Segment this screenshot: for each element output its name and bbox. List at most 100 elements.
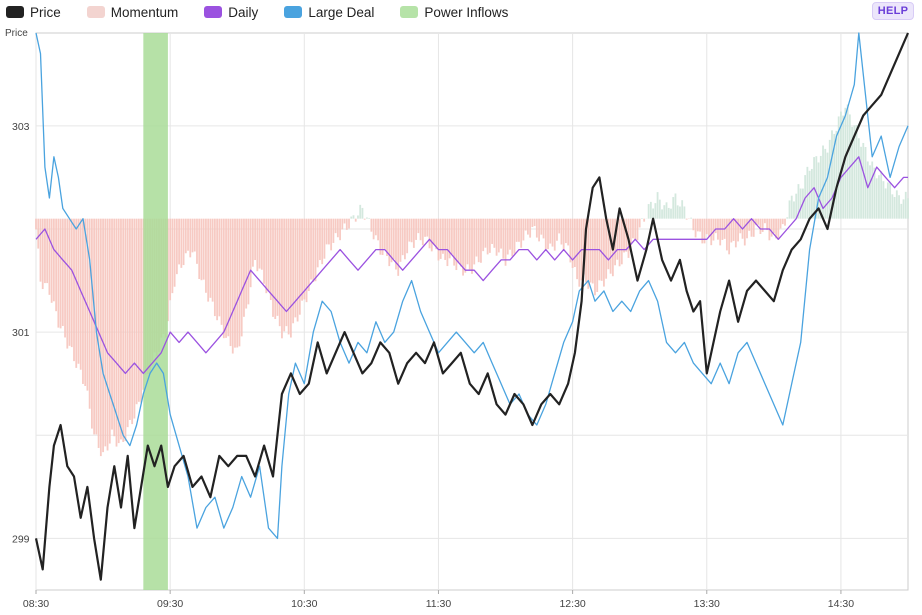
momentum-bar [278,218,281,327]
momentum-bar [855,124,858,219]
momentum-bar [383,218,386,249]
momentum-bar [444,218,447,260]
momentum-bar [263,218,265,284]
momentum-bar [777,218,780,240]
momentum-bar [379,218,382,255]
momentum-bar [569,218,572,263]
momentum-bar [410,218,413,243]
momentum-bar [757,218,760,225]
momentum-bar [748,218,751,231]
momentum-bar [788,200,791,219]
momentum-bar [73,218,75,362]
momentum-bar [589,218,592,283]
momentum-bar [111,218,113,430]
momentum-bar [683,206,686,219]
momentum-bar [314,218,317,282]
momentum-bar [819,155,822,219]
momentum-bar [667,207,670,219]
momentum-bar [319,218,321,261]
momentum-bar [182,218,185,266]
momentum-bar [594,218,596,296]
momentum-bar [573,218,576,268]
momentum-bar [846,104,849,219]
momentum-bar [178,218,180,265]
momentum-bar [851,126,854,219]
momentum-swatch [86,6,105,18]
momentum-bar [292,218,295,324]
momentum-bar [48,218,51,295]
momentum-bar [605,218,608,279]
momentum-bar [180,218,183,268]
momentum-bar [332,218,335,243]
momentum-bar [415,218,418,240]
momentum-bar [345,218,348,230]
momentum-bar [281,218,283,339]
momentum-bar [504,218,507,266]
momentum-bar [419,218,422,241]
help-button[interactable]: HELP [872,2,914,20]
momentum-bar [828,139,831,219]
momentum-bar [361,207,364,219]
momentum-bar [269,218,272,301]
momentum-bar [743,218,746,246]
momentum-bar [497,218,500,253]
momentum-bar [891,194,894,219]
momentum-bar [305,218,308,303]
momentum-bar [708,218,710,237]
momentum-bar [50,218,53,303]
momentum-bar [341,218,344,230]
momentum-bar [676,205,679,219]
momentum-bar [330,218,333,251]
momentum-bar [75,218,78,368]
legend-item-large-deal[interactable]: Large Deal [284,5,374,20]
momentum-bar [287,218,290,335]
momentum-bar [889,182,892,219]
momentum-bar [714,218,717,234]
momentum-bar [636,218,639,241]
momentum-bar [542,218,545,239]
momentum-bar [886,182,889,219]
momentum-bar [366,217,368,219]
momentum-bar [719,218,722,246]
momentum-bar [196,218,198,264]
momentum-bar [518,218,520,242]
legend-item-daily[interactable]: Daily [204,5,258,20]
momentum-bar [455,218,458,271]
momentum-bar [737,218,739,242]
momentum-bar [328,218,330,245]
momentum-bar [864,147,867,219]
momentum-bar [57,218,60,328]
momentum-bar [658,199,661,219]
momentum-bar [193,218,196,252]
momentum-bar [52,218,55,302]
momentum-bar [797,184,800,219]
legend-item-momentum[interactable]: Momentum [86,5,178,20]
momentum-bar [82,218,84,384]
momentum-bar [265,218,268,294]
momentum-bar [66,218,69,349]
power-inflows-band [143,33,168,590]
momentum-bar [656,192,659,219]
momentum-bar [247,218,250,305]
legend-item-power-inflows[interactable]: Power Inflows [400,5,508,20]
momentum-bar [468,218,471,270]
momentum-bar [609,218,612,274]
momentum-bar [171,218,174,294]
momentum-bar [350,216,353,219]
momentum-bar [491,218,494,244]
momentum-bar [205,218,207,293]
momentum-bar [102,218,104,453]
momentum-bar [316,218,319,268]
momentum-bar [873,167,876,219]
momentum-bar [249,218,252,288]
momentum-bar [529,218,532,238]
momentum-bar [808,170,811,219]
momentum-bar [169,218,172,301]
momentum-bar [692,218,695,231]
legend-label: Price [30,4,61,20]
legend-item-price[interactable]: Price [6,5,61,20]
momentum-bar [229,218,232,347]
momentum-bar [55,218,58,312]
momentum-bar [681,200,684,219]
